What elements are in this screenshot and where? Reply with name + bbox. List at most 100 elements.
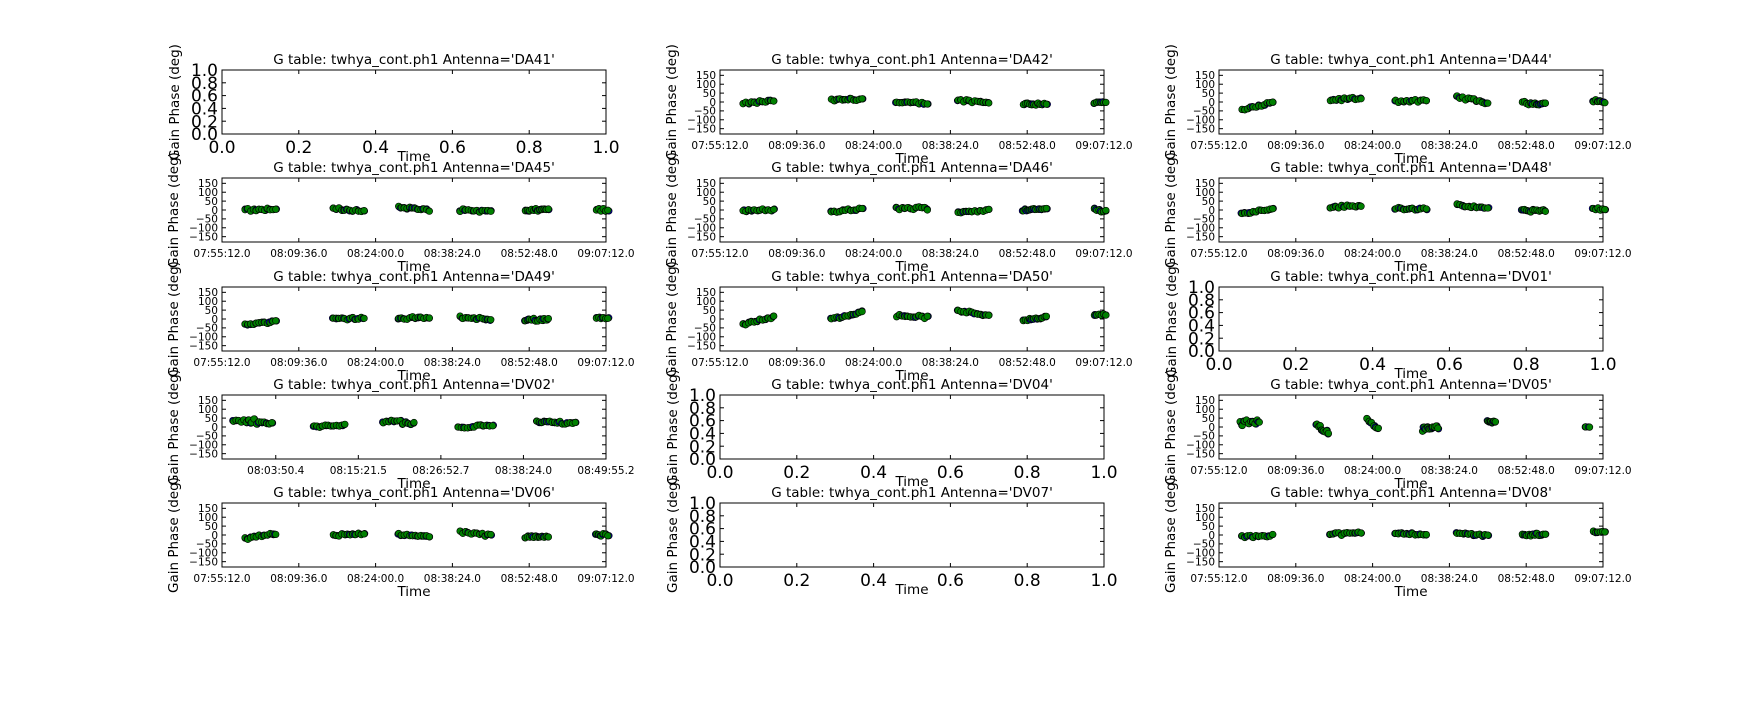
xtick-label: 09:07:12.0 <box>1574 573 1631 585</box>
xtick-label: 08:24:00.0 <box>1344 573 1401 585</box>
x-axis-label: Time <box>396 584 430 600</box>
xtick-label: 09:07:12.0 <box>577 573 634 585</box>
ytick-label: 0.0 <box>1188 342 1215 362</box>
axes-frame <box>221 394 607 460</box>
data-point-green <box>1042 100 1050 108</box>
x-axis-label: Time <box>894 582 928 598</box>
xtick-label: 08:49:55.2 <box>577 465 634 477</box>
subplot-4: G table: twhya_cont.ph1 Antenna='DA46' 15… <box>664 152 1133 275</box>
xtick-label: 0.4 <box>1359 355 1386 375</box>
data-point-green <box>1484 204 1492 212</box>
xtick-label: 08:09:36.0 <box>270 573 327 585</box>
data-point-green <box>1434 424 1442 432</box>
xtick-label: 0.6 <box>1436 355 1463 375</box>
data-point-green <box>1269 530 1277 539</box>
data-point-green <box>604 314 612 322</box>
axes-frame <box>1218 286 1604 352</box>
subplot-7: G table: twhya_cont.ph1 Antenna='DA50' 15… <box>664 261 1133 384</box>
y-axis-label: Gain Phase (deg) <box>166 261 182 377</box>
xtick-label: 08:24:00.0 <box>347 573 404 585</box>
x-axis-label: Time <box>1393 259 1427 275</box>
subplot-3: G table: twhya_cont.ph1 Antenna='DA45' 15… <box>166 152 635 275</box>
ytick-label: 0 <box>709 314 716 326</box>
xtick-label: 09:07:12.0 <box>1075 248 1132 260</box>
xtick-label: 08:52:48.0 <box>1498 140 1555 152</box>
ytick-label: 50 <box>703 88 716 100</box>
data-point-green <box>1422 97 1430 105</box>
xtick-label: 0.6 <box>439 138 466 158</box>
data-point-green <box>1357 95 1365 103</box>
y-axis-label: Gain Phase (deg) <box>166 477 182 593</box>
ytick-label: 100 <box>1195 404 1215 416</box>
subplot-title: G table: twhya_cont.ph1 Antenna='DV01' <box>1270 269 1552 285</box>
xtick-label: 0.6 <box>937 463 964 483</box>
xtick-label: 08:38:24.0 <box>922 140 979 152</box>
data-point-green <box>268 419 276 427</box>
xtick-label: 0.0 <box>208 138 235 158</box>
xtick-label: 08:24:00.0 <box>347 357 404 369</box>
ytick-label: 0.8 <box>191 74 218 94</box>
axes-frame <box>719 502 1105 568</box>
x-axis-label: Time <box>1393 476 1427 492</box>
ytick-label: 100 <box>696 296 716 308</box>
ytick-label: 0.6 <box>1188 304 1215 324</box>
xtick-label: 0.0 <box>706 463 733 483</box>
subplot-title: G table: twhya_cont.ph1 Antenna='DV02' <box>273 377 555 393</box>
data-point-green <box>1255 418 1263 426</box>
xtick-label: 1.0 <box>1090 463 1117 483</box>
data-point-green <box>1491 418 1500 426</box>
xtick-label: 07:55:12.0 <box>691 248 748 260</box>
ytick-label: 100 <box>696 79 716 91</box>
xtick-label: 08:38:24.0 <box>922 248 979 260</box>
xtick-label: 0.2 <box>1282 355 1309 375</box>
ytick-label: 0.4 <box>191 100 218 120</box>
ytick-label: −150 <box>1186 448 1215 460</box>
data-point-green <box>360 314 368 322</box>
x-axis-label: Time <box>894 474 928 490</box>
xtick-label: 07:55:12.0 <box>193 357 250 369</box>
subplot-title: G table: twhya_cont.ph1 Antenna='DA42' <box>771 52 1053 68</box>
data-point-green <box>1585 423 1594 431</box>
xtick-label: 08:52:48.0 <box>999 357 1056 369</box>
subplot-14: G table: twhya_cont.ph1 Antenna='DV08' 15… <box>1163 477 1632 600</box>
data-point-green <box>425 533 433 541</box>
xtick-label: 08:24:00.0 <box>845 140 902 152</box>
ytick-label: 100 <box>1195 187 1215 199</box>
subplot-title: G table: twhya_cont.ph1 Antenna='DA49' <box>273 269 555 285</box>
y-axis-label: Gain Phase (deg) <box>1163 152 1179 268</box>
data-point-green <box>1324 429 1333 438</box>
subplot-title: G table: twhya_cont.ph1 Antenna='DV07' <box>771 485 1053 501</box>
xtick-label: 08:09:36.0 <box>768 357 825 369</box>
y-axis-label: Gain Phase (deg) <box>664 261 680 377</box>
ytick-label: 50 <box>703 196 716 208</box>
subplot-title: G table: twhya_cont.ph1 Antenna='DA45' <box>273 160 555 176</box>
data-point-green <box>923 100 931 108</box>
xtick-label: 0.6 <box>937 571 964 591</box>
data-point-green <box>1102 311 1110 319</box>
ytick-label: −50 <box>196 431 218 443</box>
ytick-label: 100 <box>198 296 218 308</box>
ytick-label: −50 <box>1193 106 1215 118</box>
xtick-label: 08:09:36.0 <box>270 248 327 260</box>
subplot-title: G table: twhya_cont.ph1 Antenna='DA46' <box>771 160 1053 176</box>
y-axis-label: Gain Phase (deg) <box>166 152 182 268</box>
data-point-green <box>341 420 349 428</box>
data-point-green <box>604 532 612 540</box>
ytick-label: 150 <box>198 178 218 190</box>
data-point-green <box>1541 99 1549 107</box>
xtick-label: 08:26:52.7 <box>412 465 469 477</box>
data-point-green <box>858 204 866 213</box>
ytick-label: −50 <box>694 106 716 118</box>
y-axis-label: Gain Phase (deg) <box>166 369 182 485</box>
xtick-label: 08:38:24.0 <box>1421 140 1478 152</box>
y-axis-label: Gain Phase (deg) <box>1163 369 1179 485</box>
ytick-label: 0.0 <box>191 125 218 145</box>
ytick-label: 0.2 <box>689 437 716 457</box>
xtick-label: 08:52:48.0 <box>501 357 558 369</box>
xtick-label: 09:07:12.0 <box>1075 357 1132 369</box>
xtick-label: 09:07:12.0 <box>1574 140 1631 152</box>
data-point-green <box>1357 529 1365 537</box>
xtick-label: 08:52:48.0 <box>999 140 1056 152</box>
xtick-label: 08:38:24.0 <box>424 573 481 585</box>
ytick-label: 0.4 <box>1188 317 1215 337</box>
